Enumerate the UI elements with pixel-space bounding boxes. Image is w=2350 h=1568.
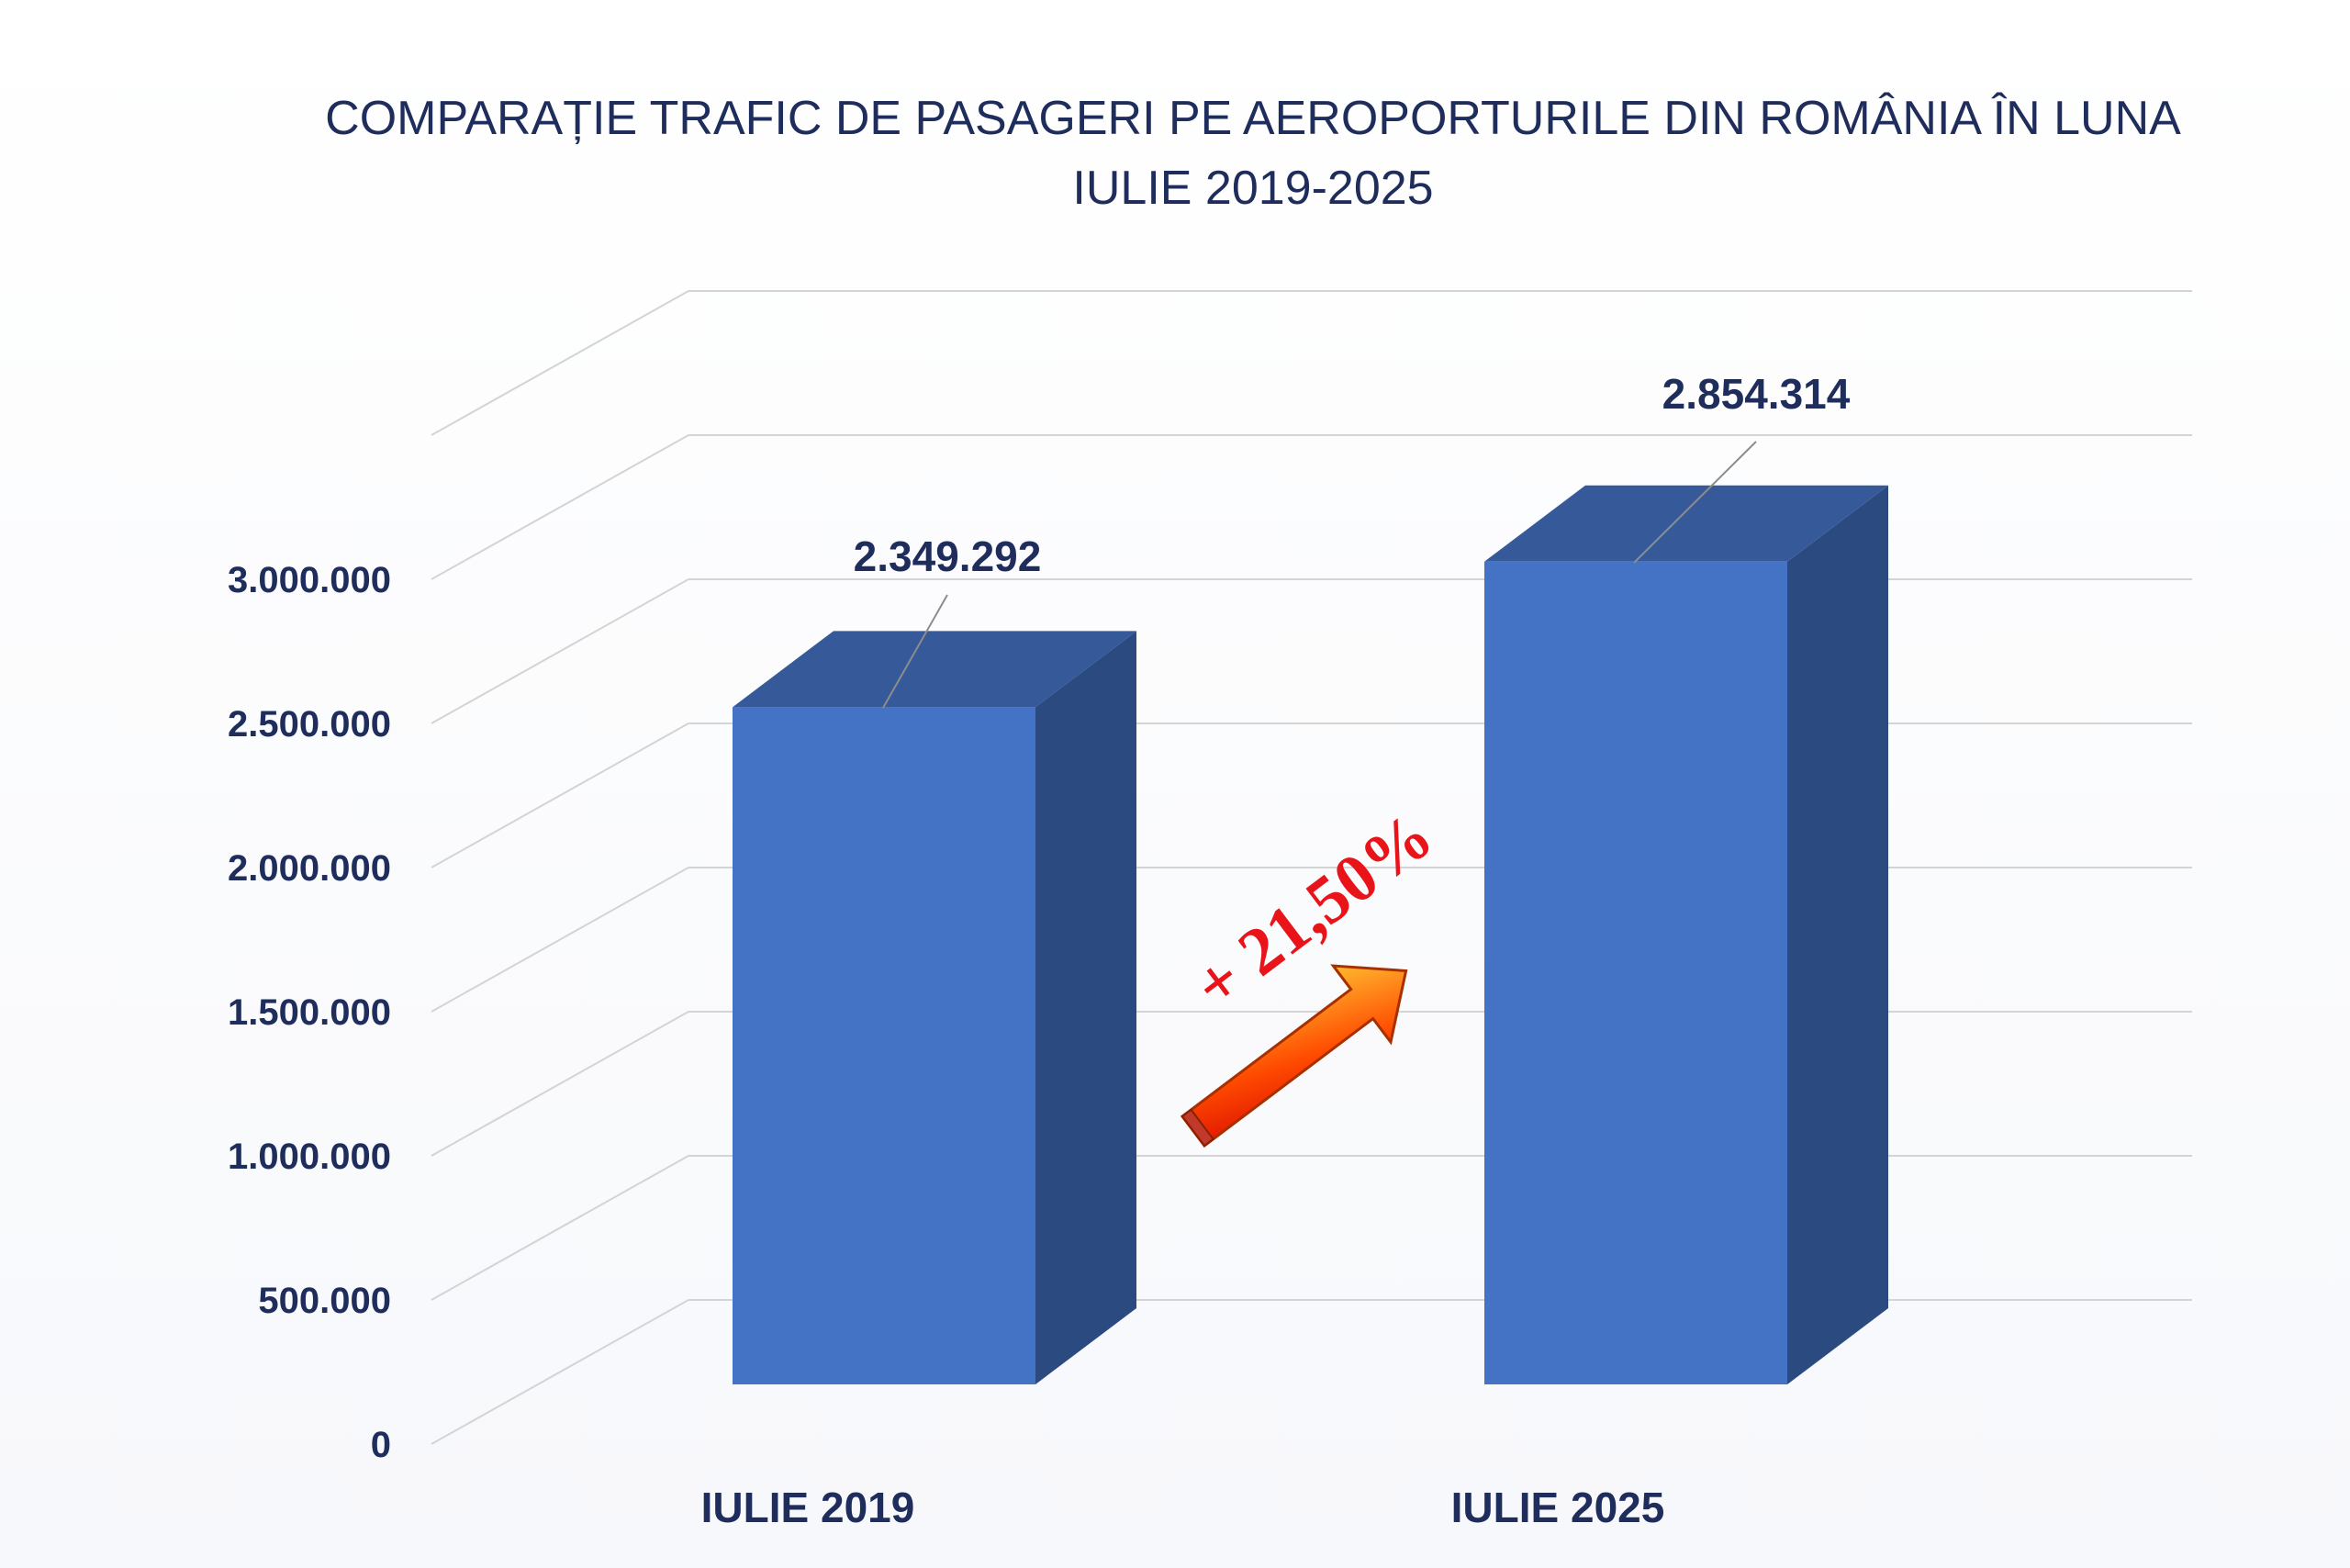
y-tick-label: 1.500.000 xyxy=(228,992,391,1033)
y-tick-label: 2.500.000 xyxy=(228,704,391,745)
y-tick-label: 0 xyxy=(371,1425,391,1465)
bar-value-label: 2.854.314 xyxy=(1662,370,1851,418)
chart-title-line-2: IULIE 2019-2025 xyxy=(1072,162,1433,215)
gridline-depth xyxy=(431,1299,689,1445)
growth-percentage-label: + 21,50% xyxy=(1181,798,1447,1025)
x-category-label: IULIE 2019 xyxy=(701,1484,915,1531)
y-tick-label: 3.000.000 xyxy=(228,560,391,600)
gridline-depth xyxy=(431,722,689,868)
value-leader-line xyxy=(1633,441,1757,564)
bar-top xyxy=(733,631,1136,708)
gridline-depth xyxy=(431,434,689,580)
value-leader-line xyxy=(882,594,948,709)
y-tick-label: 1.000.000 xyxy=(228,1137,391,1177)
bar-1 xyxy=(733,631,1136,1384)
x-category-label: IULIE 2025 xyxy=(1451,1484,1665,1531)
bar-2 xyxy=(1484,485,1888,1384)
gridline-depth xyxy=(431,1155,689,1301)
bar-value-label: 2.349.292 xyxy=(854,532,1042,580)
gridline-depth xyxy=(431,867,689,1013)
bar-front xyxy=(1484,561,1787,1384)
gridline-depth xyxy=(431,1011,689,1157)
x-axis-categories: IULIE 2019 IULIE 2025 xyxy=(701,1484,1665,1531)
arrow-icon xyxy=(1180,964,1408,1148)
chart-title-line-1: COMPARAȚIE TRAFIC DE PASAGERI PE AEROPOR… xyxy=(325,92,2181,145)
gridline-depth xyxy=(431,578,689,724)
growth-arrow xyxy=(1180,964,1408,1148)
bar-side xyxy=(1787,485,1888,1384)
gridline-depth xyxy=(431,290,689,436)
bar-top xyxy=(1484,485,1888,562)
bar-side xyxy=(1035,631,1136,1384)
y-tick-label: 2.000.000 xyxy=(228,848,391,889)
y-tick-label: 500.000 xyxy=(258,1281,391,1321)
bars xyxy=(733,485,1888,1384)
y-axis-ticks: 0 500.000 1.000.000 1.500.000 2.000.000 2.500… xyxy=(228,560,391,1465)
bar-front xyxy=(733,707,1035,1384)
value-labels: 2.349.292 2.854.314 xyxy=(854,370,1851,709)
